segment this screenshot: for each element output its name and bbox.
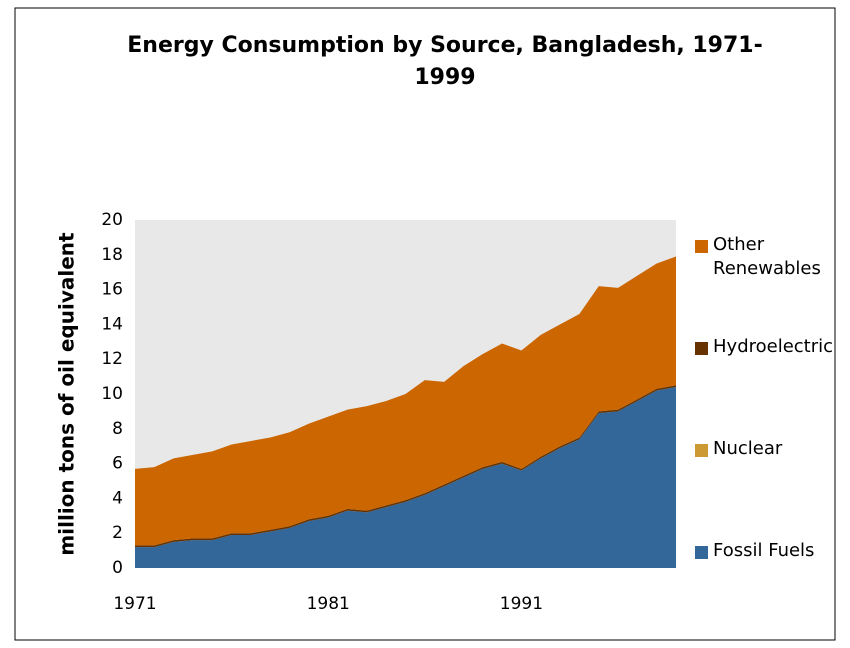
legend-item: Other Renewables xyxy=(695,234,850,281)
y-tick-label: 2 xyxy=(112,523,123,543)
y-tick-label: 0 xyxy=(112,558,123,578)
y-tick-label: 8 xyxy=(112,419,123,439)
chart-border xyxy=(14,7,836,641)
y-axis-label: million tons of oil equivalent xyxy=(55,232,79,556)
legend-item: Fossil Fuels xyxy=(695,540,850,563)
legend-label: Fossil Fuels xyxy=(713,540,815,561)
y-tick-label: 10 xyxy=(101,384,123,404)
y-tick-label: 12 xyxy=(101,349,123,369)
y-tick-label: 20 xyxy=(101,210,123,230)
legend-label: Other Renewables xyxy=(713,234,821,279)
x-tick-label: 1971 xyxy=(113,594,156,614)
y-tick-label: 16 xyxy=(101,280,123,300)
legend-item: Nuclear xyxy=(695,438,850,461)
y-tick-label: 18 xyxy=(101,245,123,265)
area xyxy=(135,256,676,546)
legend-item: Hydroelectric xyxy=(695,336,850,359)
legend-swatch xyxy=(695,444,708,457)
y-tick-label: 6 xyxy=(112,454,123,474)
area xyxy=(135,387,676,568)
chart-title: Energy Consumption by Source, Bangladesh… xyxy=(127,33,763,90)
y-tick-label: 4 xyxy=(112,488,123,508)
legend-swatch xyxy=(695,342,708,355)
x-tick-label: 1991 xyxy=(500,594,543,614)
legend-swatch xyxy=(695,546,708,559)
legend-label: Hydroelectric xyxy=(713,336,834,357)
legend-label: Nuclear xyxy=(713,438,783,459)
x-tick-label: 1981 xyxy=(307,594,350,614)
y-tick-label: 14 xyxy=(101,314,123,334)
legend-swatch xyxy=(695,240,708,253)
